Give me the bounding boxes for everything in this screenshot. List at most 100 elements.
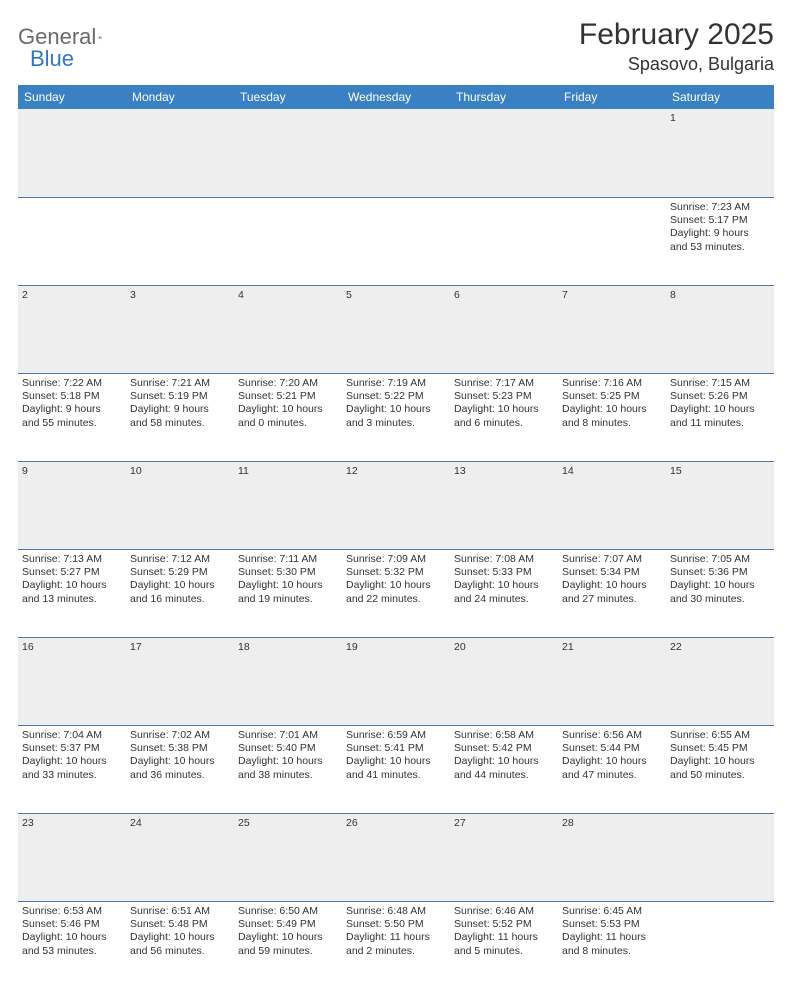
- title-block: February 2025 Spasovo, Bulgaria: [579, 18, 774, 75]
- daylight-text: and 58 minutes.: [130, 417, 230, 430]
- day-number-cell: [126, 109, 234, 197]
- sunset-text: Sunset: 5:42 PM: [454, 742, 554, 755]
- day-cell: Sunrise: 7:12 AMSunset: 5:29 PMDaylight:…: [126, 549, 234, 637]
- day-cell: Sunrise: 6:45 AMSunset: 5:53 PMDaylight:…: [558, 901, 666, 989]
- daylight-text: Daylight: 10 hours: [22, 579, 122, 592]
- sunrise-text: Sunrise: 6:56 AM: [562, 729, 662, 742]
- header: General February 2025 Spasovo, Bulgaria: [18, 18, 774, 75]
- location: Spasovo, Bulgaria: [579, 54, 774, 75]
- daylight-text: Daylight: 10 hours: [22, 755, 122, 768]
- daylight-text: and 19 minutes.: [238, 593, 338, 606]
- week-row: Sunrise: 7:22 AMSunset: 5:18 PMDaylight:…: [18, 373, 774, 461]
- sunrise-text: Sunrise: 6:48 AM: [346, 905, 446, 918]
- day-number-cell: 8: [666, 285, 774, 373]
- daylight-text: Daylight: 10 hours: [130, 579, 230, 592]
- sunrise-text: Sunrise: 7:11 AM: [238, 553, 338, 566]
- calendar-body: 1 Sunrise: 7:23 AMSunset: 5:17 PM Daylight…: [18, 109, 774, 989]
- daylight-text: and 27 minutes.: [562, 593, 662, 606]
- logo-sail-icon: [98, 29, 102, 45]
- weekday-header: Thursday: [450, 85, 558, 109]
- day-cell: Sunrise: 7:11 AMSunset: 5:30 PMDaylight:…: [234, 549, 342, 637]
- day-cell: Sunrise: 7:15 AMSunset: 5:26 PMDaylight:…: [666, 373, 774, 461]
- daylight-text: and 8 minutes.: [562, 945, 662, 958]
- day-number-cell: 14: [558, 461, 666, 549]
- sunset-text: Sunset: 5:21 PM: [238, 390, 338, 403]
- day-cell: Sunrise: 6:55 AMSunset: 5:45 PMDaylight:…: [666, 725, 774, 813]
- sunrise-text: Sunrise: 7:22 AM: [22, 377, 122, 390]
- day-number-cell: 21: [558, 637, 666, 725]
- sunset-text: Sunset: 5:52 PM: [454, 918, 554, 931]
- week-row: Sunrise: 6:53 AMSunset: 5:46 PMDaylight:…: [18, 901, 774, 989]
- daylight-text: Daylight: 10 hours: [454, 579, 554, 592]
- sunrise-text: Sunrise: 6:53 AM: [22, 905, 122, 918]
- sunrise-text: Sunrise: 7:16 AM: [562, 377, 662, 390]
- daylight-text: Daylight: 10 hours: [130, 931, 230, 944]
- daylight-text: and 2 minutes.: [346, 945, 446, 958]
- day-number-cell: 3: [126, 285, 234, 373]
- daylight-text: and 53 minutes.: [670, 241, 770, 254]
- day-number-cell: 16: [18, 637, 126, 725]
- daylight-text: Daylight: 10 hours: [562, 579, 662, 592]
- sunset-text: Sunset: 5:17 PM: [670, 214, 770, 227]
- daylight-text: and 16 minutes.: [130, 593, 230, 606]
- daylight-text: Daylight: 10 hours: [238, 403, 338, 416]
- daylight-text: Daylight: 10 hours: [346, 579, 446, 592]
- sunset-text: Sunset: 5:18 PM: [22, 390, 122, 403]
- daylight-text: Daylight: 10 hours: [346, 403, 446, 416]
- sunset-text: Sunset: 5:26 PM: [670, 390, 770, 403]
- day-cell: Sunrise: 7:07 AMSunset: 5:34 PMDaylight:…: [558, 549, 666, 637]
- calendar-table: Sunday Monday Tuesday Wednesday Thursday…: [18, 85, 774, 989]
- daylight-text: and 30 minutes.: [670, 593, 770, 606]
- day-cell: Sunrise: 7:08 AMSunset: 5:33 PMDaylight:…: [450, 549, 558, 637]
- sunset-text: Sunset: 5:27 PM: [22, 566, 122, 579]
- daylight-text: and 0 minutes.: [238, 417, 338, 430]
- logo-text-blue: Blue: [30, 46, 74, 71]
- week-row: Sunrise: 7:13 AMSunset: 5:27 PMDaylight:…: [18, 549, 774, 637]
- sunrise-text: Sunrise: 7:13 AM: [22, 553, 122, 566]
- sunrise-text: Sunrise: 6:50 AM: [238, 905, 338, 918]
- day-number-cell: [666, 813, 774, 901]
- sunset-text: Sunset: 5:34 PM: [562, 566, 662, 579]
- day-number-cell: 10: [126, 461, 234, 549]
- weekday-header: Wednesday: [342, 85, 450, 109]
- daylight-text: and 5 minutes.: [454, 945, 554, 958]
- day-number-cell: 1: [666, 109, 774, 197]
- day-number-cell: 24: [126, 813, 234, 901]
- sunrise-text: Sunrise: 7:07 AM: [562, 553, 662, 566]
- daylight-text: and 47 minutes.: [562, 769, 662, 782]
- daylight-text: and 11 minutes.: [670, 417, 770, 430]
- day-cell: Sunrise: 6:58 AMSunset: 5:42 PMDaylight:…: [450, 725, 558, 813]
- daylight-text: and 41 minutes.: [346, 769, 446, 782]
- day-number-cell: 17: [126, 637, 234, 725]
- day-cell: Sunrise: 7:21 AMSunset: 5:19 PMDaylight:…: [126, 373, 234, 461]
- day-number-cell: 6: [450, 285, 558, 373]
- daylight-text: and 38 minutes.: [238, 769, 338, 782]
- sunset-text: Sunset: 5:45 PM: [670, 742, 770, 755]
- sunset-text: Sunset: 5:37 PM: [22, 742, 122, 755]
- day-cell: Sunrise: 7:01 AMSunset: 5:40 PMDaylight:…: [234, 725, 342, 813]
- day-number-cell: 15: [666, 461, 774, 549]
- day-number-cell: [558, 109, 666, 197]
- daylight-text: Daylight: 10 hours: [670, 403, 770, 416]
- day-cell: Sunrise: 7:13 AMSunset: 5:27 PMDaylight:…: [18, 549, 126, 637]
- sunrise-text: Sunrise: 7:20 AM: [238, 377, 338, 390]
- day-cell: Sunrise: 6:51 AMSunset: 5:48 PMDaylight:…: [126, 901, 234, 989]
- sunset-text: Sunset: 5:44 PM: [562, 742, 662, 755]
- day-cell: Sunrise: 7:09 AMSunset: 5:32 PMDaylight:…: [342, 549, 450, 637]
- sunset-text: Sunset: 5:40 PM: [238, 742, 338, 755]
- day-number-cell: 11: [234, 461, 342, 549]
- sunset-text: Sunset: 5:19 PM: [130, 390, 230, 403]
- day-cell: [126, 197, 234, 285]
- daylight-text: Daylight: 9 hours: [22, 403, 122, 416]
- day-cell: Sunrise: 6:46 AMSunset: 5:52 PMDaylight:…: [450, 901, 558, 989]
- sunrise-text: Sunrise: 7:23 AM: [670, 201, 770, 214]
- sunrise-text: Sunrise: 7:08 AM: [454, 553, 554, 566]
- daylight-text: Daylight: 10 hours: [238, 931, 338, 944]
- day-cell: [18, 197, 126, 285]
- daylight-text: Daylight: 10 hours: [238, 755, 338, 768]
- day-cell: Sunrise: 6:59 AMSunset: 5:41 PMDaylight:…: [342, 725, 450, 813]
- day-number-cell: 7: [558, 285, 666, 373]
- day-number-cell: 22: [666, 637, 774, 725]
- sunset-text: Sunset: 5:48 PM: [130, 918, 230, 931]
- sunset-text: Sunset: 5:53 PM: [562, 918, 662, 931]
